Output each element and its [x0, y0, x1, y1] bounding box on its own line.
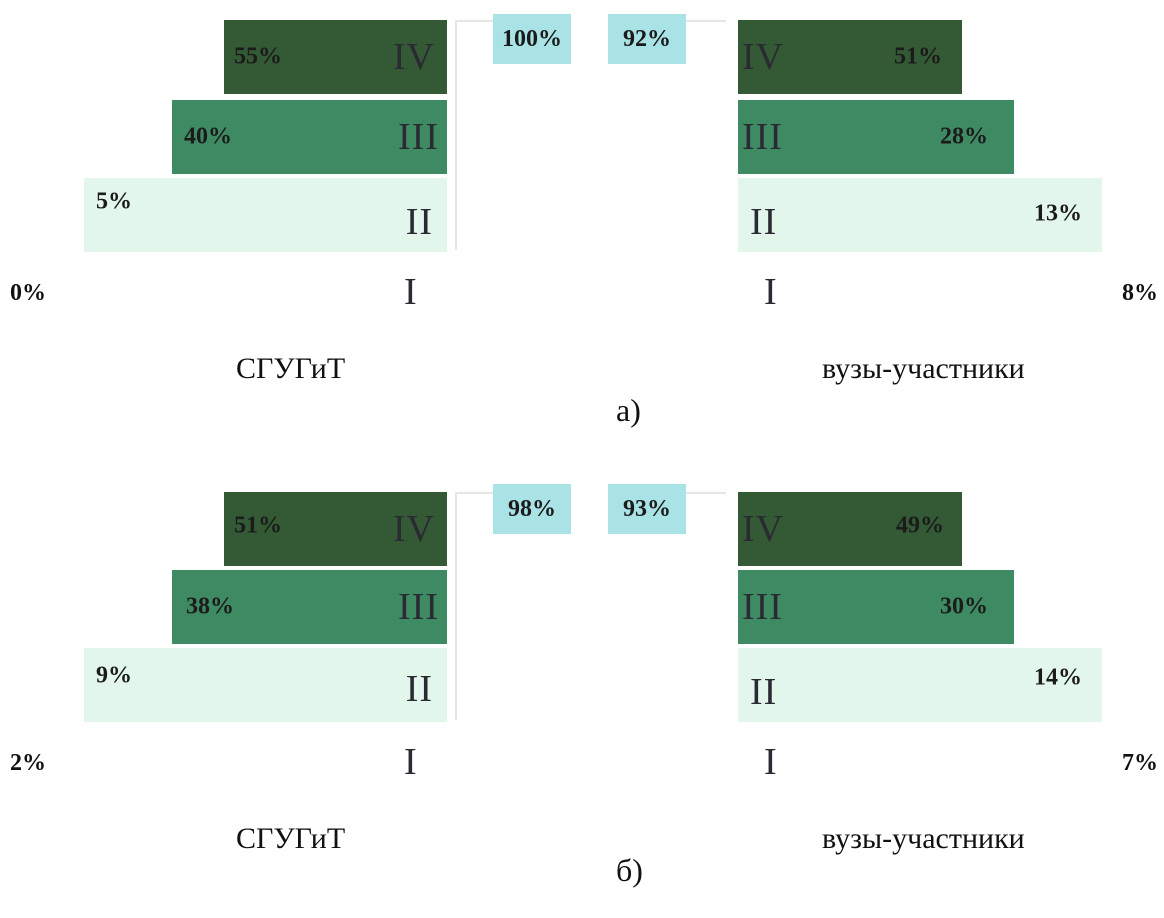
- left-bracket: [455, 20, 495, 250]
- left-bar-II-level: II: [405, 201, 433, 244]
- left-bar-III-level: III: [398, 116, 439, 158]
- left-bar-IV-pct: 51%: [234, 512, 282, 539]
- right-bar-III-pct: 28%: [940, 123, 988, 150]
- left-bar-III: 40% III: [172, 100, 447, 174]
- right-bar-IV-level: IV: [742, 36, 785, 78]
- left-bar-IV: 51% IV: [224, 492, 447, 566]
- right-bar-II: II 13%: [738, 178, 1102, 252]
- right-level-I: I: [764, 271, 777, 313]
- left-bar-IV-level: IV: [392, 36, 435, 78]
- left-bar-II: 9% II: [84, 648, 447, 722]
- right-bar-IV-level: IV: [742, 508, 785, 550]
- left-bar-IV-level: IV: [392, 508, 435, 550]
- left-group-label: СГУГиТ: [236, 822, 346, 855]
- left-bar-IV: 55% IV: [224, 20, 447, 94]
- left-bar-II: 5% II: [84, 178, 447, 252]
- left-bar-II-level: II: [405, 668, 433, 711]
- right-bar-II: II 14%: [738, 648, 1102, 722]
- right-bar-III-level: III: [742, 116, 783, 158]
- left-bar-IV-pct: 55%: [234, 43, 282, 70]
- left-bar-III-pct: 40%: [184, 123, 232, 150]
- right-bar-II-pct: 13%: [1034, 200, 1082, 227]
- right-bar-IV: IV 51%: [738, 20, 962, 94]
- right-bracket: [686, 492, 726, 494]
- right-total-box: 93%: [608, 484, 686, 534]
- right-bar-II-pct: 14%: [1034, 664, 1082, 691]
- right-bar-II-level: II: [750, 671, 778, 714]
- left-level-I-pct: 2%: [10, 750, 46, 776]
- caption-a: а): [616, 392, 641, 428]
- left-level-I: I: [404, 741, 417, 783]
- right-level-I-pct: 7%: [1122, 750, 1158, 776]
- left-bar-III: 38% III: [172, 570, 447, 644]
- right-bar-III: III 28%: [738, 100, 1014, 174]
- left-bar-III-level: III: [398, 586, 439, 628]
- right-bracket: [686, 20, 726, 22]
- left-bar-II-pct: 9%: [96, 662, 132, 689]
- right-bar-II-level: II: [750, 201, 778, 244]
- right-group-label: вузы-участники: [822, 822, 1025, 855]
- left-total-box: 98%: [493, 484, 571, 534]
- right-total-box: 92%: [608, 14, 686, 64]
- caption-b: б): [616, 852, 643, 888]
- chart-panel-a: 55% IV 40% III 5% II 100% I 0% СГУГиТ 92…: [0, 0, 1164, 446]
- right-bar-III-level: III: [742, 586, 783, 628]
- chart-panel-b: 51% IV 38% III 9% II 98% I 2% СГУГиТ 93%…: [0, 472, 1164, 918]
- right-level-I: I: [764, 741, 777, 783]
- left-group-label: СГУГиТ: [236, 352, 346, 385]
- left-bar-III-pct: 38%: [186, 593, 234, 620]
- right-group-label: вузы-участники: [822, 352, 1025, 385]
- left-bar-II-pct: 5%: [96, 188, 132, 215]
- left-bracket: [455, 492, 495, 720]
- right-bar-III-pct: 30%: [940, 593, 988, 620]
- right-bar-IV-pct: 51%: [894, 43, 942, 70]
- right-bar-IV-pct: 49%: [896, 512, 944, 539]
- left-level-I-pct: 0%: [10, 280, 46, 306]
- left-level-I: I: [404, 271, 417, 313]
- right-level-I-pct: 8%: [1122, 280, 1158, 306]
- right-bar-IV: IV 49%: [738, 492, 962, 566]
- left-total-box: 100%: [493, 14, 571, 64]
- right-bar-III: III 30%: [738, 570, 1014, 644]
